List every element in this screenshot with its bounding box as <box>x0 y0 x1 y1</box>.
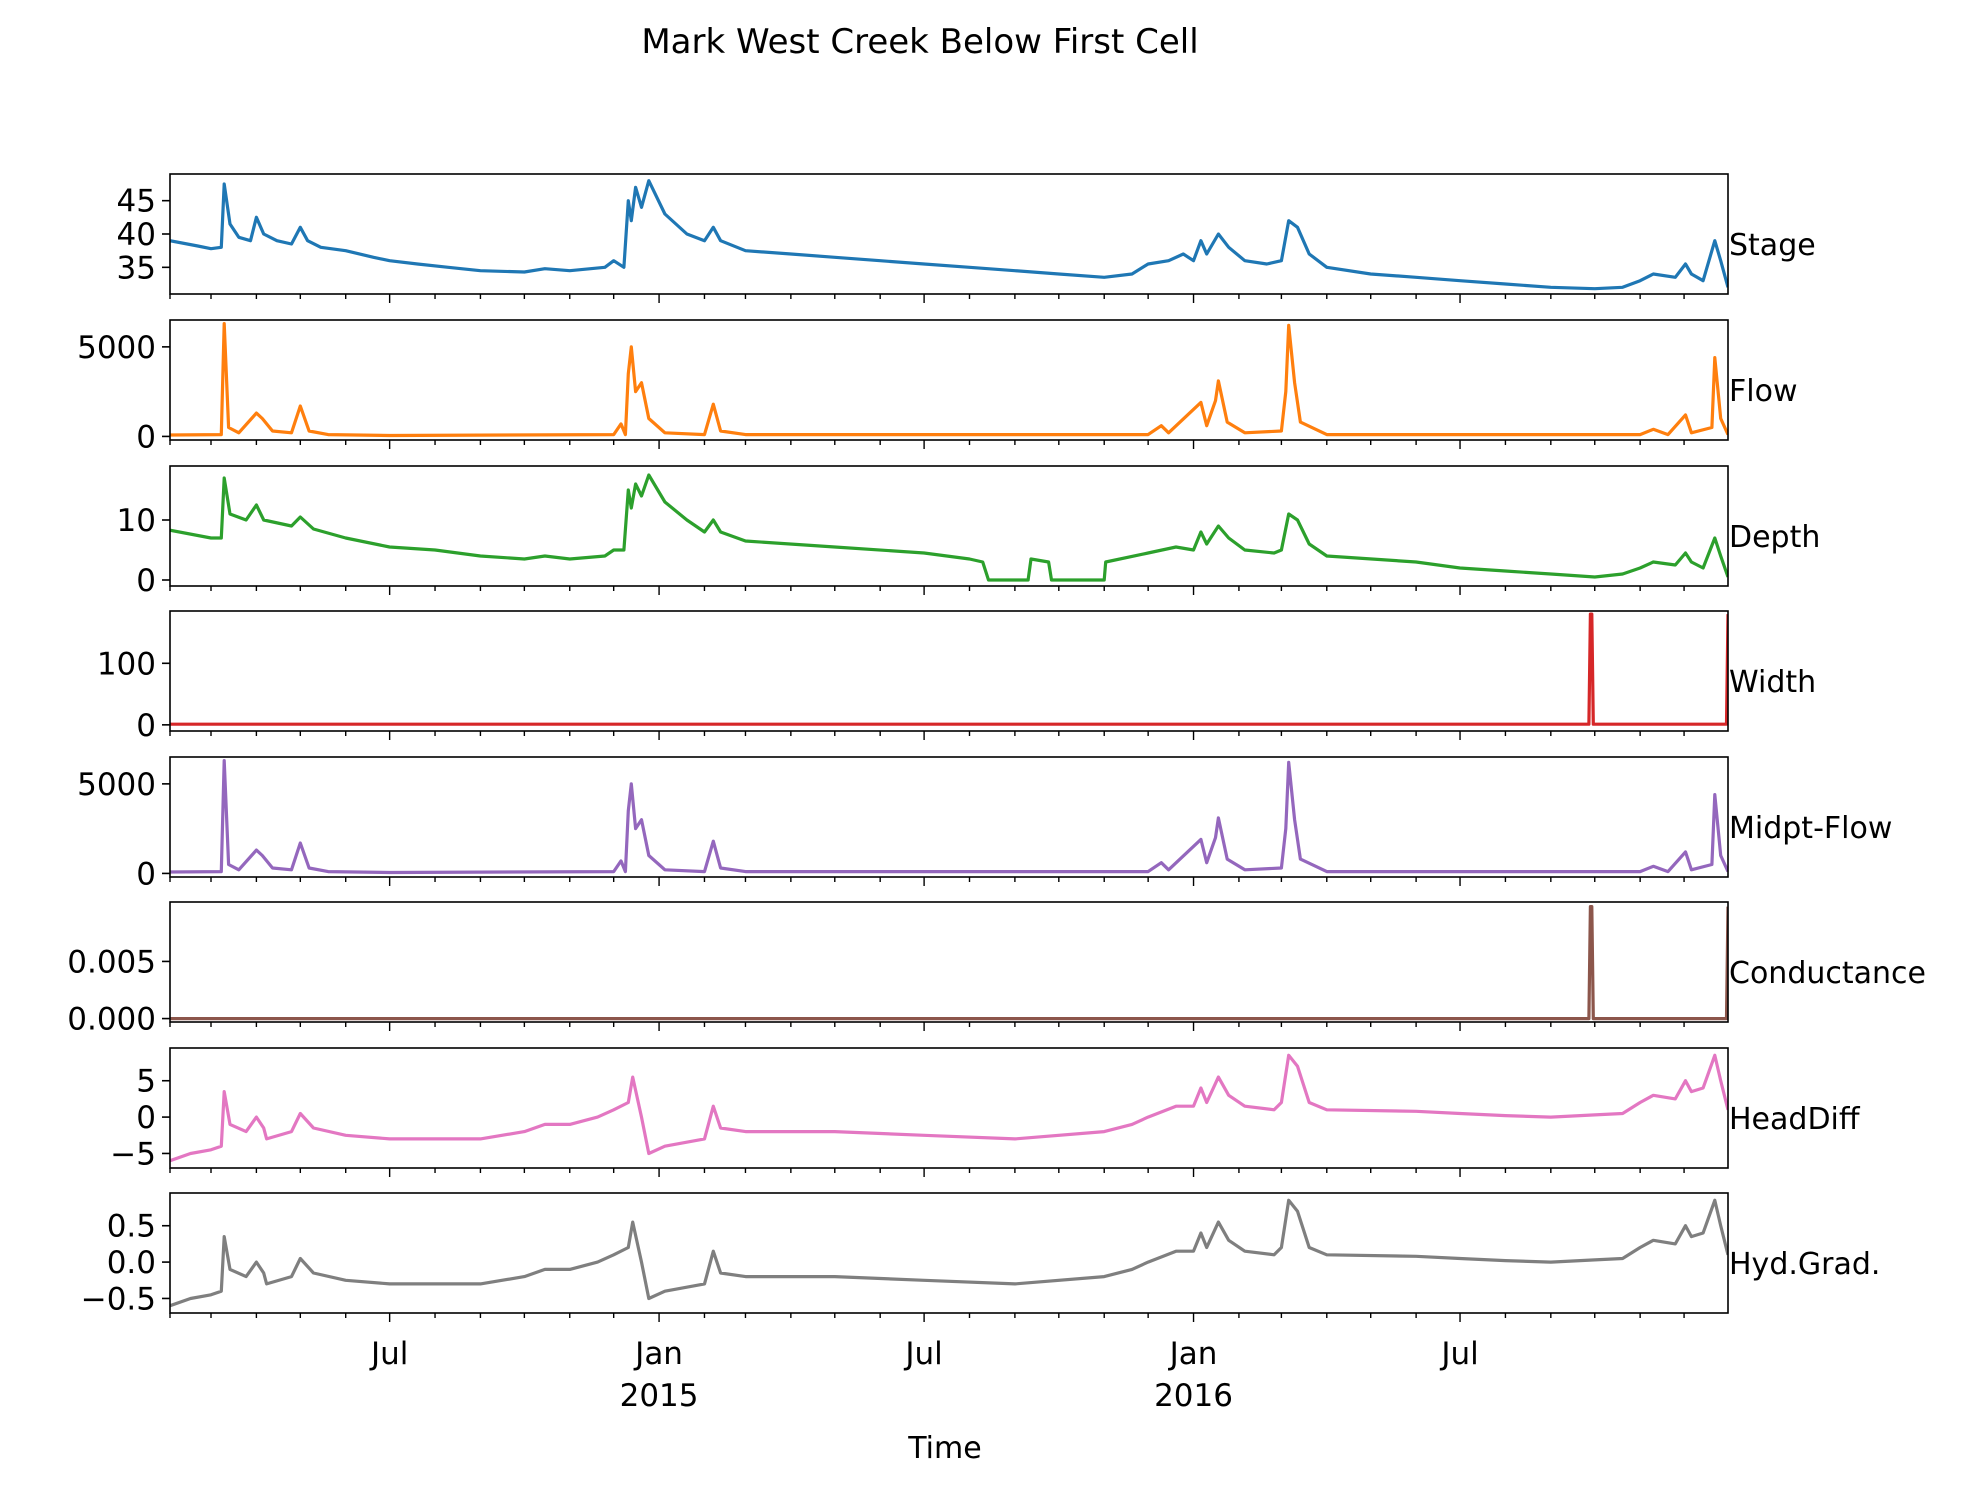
x-tick-label: Jan <box>633 1336 683 1372</box>
series-line <box>170 473 1728 582</box>
y-tick-label: −0.5 <box>81 1281 156 1317</box>
x-axis-label: Time <box>907 1431 981 1466</box>
y-tick-label: 5 <box>136 1064 156 1100</box>
y-tick-label: 0 <box>136 1100 156 1136</box>
axes-frame <box>169 1192 1729 1314</box>
series-line <box>170 1198 1728 1308</box>
series-label: Stage <box>1729 228 1816 263</box>
series-line <box>170 612 1728 726</box>
y-tick-label: 0.5 <box>107 1209 156 1245</box>
y-tick-label: 0.005 <box>67 944 156 980</box>
y-tick-label: 0 <box>136 856 156 892</box>
y-tick-label: 35 <box>117 250 156 286</box>
series-label: Midpt-Flow <box>1729 811 1892 846</box>
series-label: Width <box>1729 665 1816 700</box>
x-tick-year-label: 2016 <box>1154 1378 1233 1414</box>
subplot-hyd-grad: −0.50.00.5 Hyd.Grad. <box>81 1192 1880 1322</box>
axes-frame <box>169 465 1729 587</box>
series-line <box>170 322 1728 438</box>
axes-frame <box>169 1047 1729 1169</box>
axes-frame <box>169 610 1729 732</box>
y-tick-label: 0 <box>136 708 156 744</box>
y-tick-label: −5 <box>110 1136 156 1172</box>
x-tick-label: Jul <box>903 1336 942 1372</box>
series-label: Depth <box>1729 520 1820 555</box>
subplot-headdiff: −505 HeadDiff <box>110 1047 1861 1177</box>
y-tick-label: 0 <box>136 563 156 599</box>
series-line <box>170 179 1728 291</box>
y-tick-label: 0 <box>136 419 156 455</box>
series-label: HeadDiff <box>1729 1102 1861 1137</box>
series-label: Hyd.Grad. <box>1729 1247 1880 1282</box>
subplot-depth: 0 10 Depth <box>117 465 1820 599</box>
y-tick-label: 0.000 <box>67 1002 156 1038</box>
chart-title: Mark West Creek Below First Cell <box>641 22 1198 62</box>
x-tick-label: Jul <box>369 1336 408 1372</box>
x-tick-year-label: 2015 <box>620 1378 699 1414</box>
y-tick-label: 40 <box>117 217 156 253</box>
series-label: Conductance <box>1729 956 1926 991</box>
series-line <box>170 904 1728 1021</box>
axes-frame <box>169 756 1729 878</box>
subplot-conductance: 0.000 0.005 Conductance <box>67 901 1926 1038</box>
series-line <box>170 758 1728 875</box>
x-axis: Jul Jan 2015 Jul Jan 2016 Jul <box>369 1336 1479 1414</box>
subplot-flow: 0 5000 Flow <box>77 319 1797 455</box>
x-tick-label: Jul <box>1439 1336 1478 1372</box>
series-line <box>170 1053 1728 1163</box>
y-tick-label: 45 <box>117 184 156 220</box>
subplot-midpt-flow: 0 5000 Midpt-Flow <box>77 756 1892 892</box>
axes-frame <box>169 319 1729 441</box>
y-tick-label: 5000 <box>77 767 156 803</box>
series-label: Flow <box>1729 374 1797 409</box>
subplot-width: 0 100 Width <box>97 610 1816 744</box>
y-tick-label: 5000 <box>77 330 156 366</box>
y-tick-label: 0.0 <box>107 1245 156 1281</box>
x-tick-label: Jan <box>1168 1336 1218 1372</box>
y-tick-label: 10 <box>117 503 156 539</box>
y-tick-label: 100 <box>97 646 156 682</box>
